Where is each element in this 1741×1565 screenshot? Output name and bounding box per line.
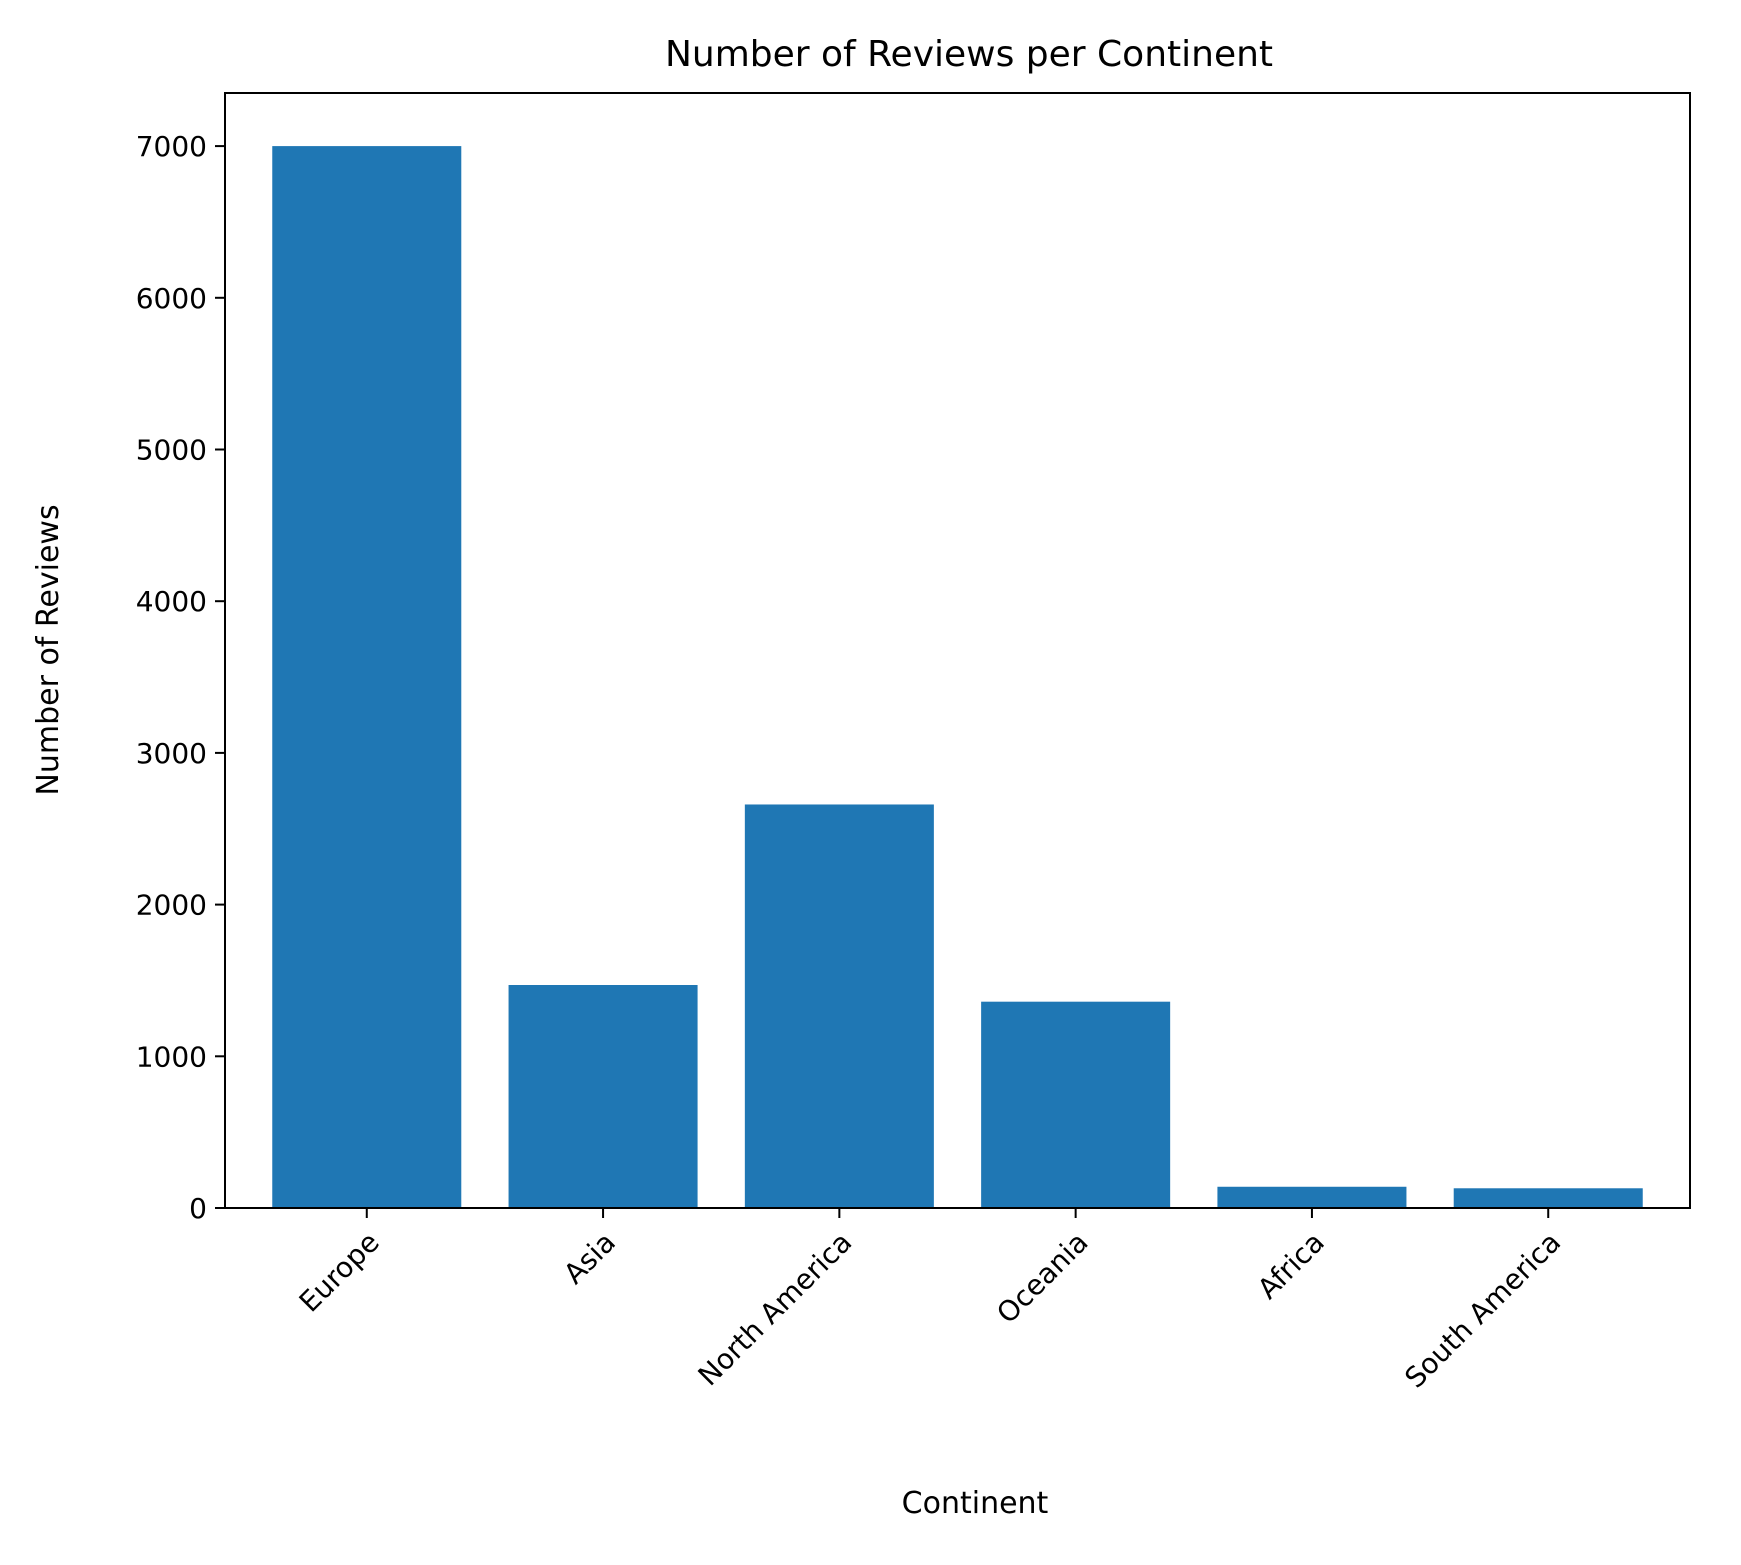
y-tick-label: 7000 <box>136 130 207 163</box>
y-tick-label: 2000 <box>136 889 207 922</box>
bar-africa <box>1217 1186 1407 1208</box>
y-tick-label: 6000 <box>136 282 207 315</box>
bar-asia <box>508 985 698 1208</box>
bar-north-america <box>744 804 934 1208</box>
y-tick-label: 1000 <box>136 1040 207 1073</box>
chart-title: Number of Reviews per Continent <box>665 34 1273 75</box>
bar-south-america <box>1453 1188 1643 1208</box>
bar-oceania <box>981 1001 1171 1208</box>
bar-europe <box>272 146 462 1209</box>
y-axis-label: Number of Reviews <box>31 504 66 795</box>
y-tick-label: 5000 <box>136 433 207 466</box>
bars-group <box>272 146 1643 1209</box>
y-tick-label: 3000 <box>136 737 207 770</box>
y-axis-ticks: 0 1000 2000 3000 4000 5000 6000 7000 <box>136 130 225 1225</box>
x-axis-label: Continent <box>902 1486 1049 1521</box>
y-tick-label: 0 <box>189 1192 207 1225</box>
y-tick-label: 4000 <box>136 585 207 618</box>
plot-frame <box>224 92 1691 1209</box>
